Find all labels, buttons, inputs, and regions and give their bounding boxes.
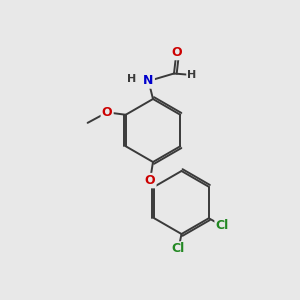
Text: H: H [188, 70, 196, 80]
Text: Cl: Cl [172, 242, 185, 256]
Text: H: H [128, 74, 136, 85]
Text: O: O [102, 106, 112, 119]
Text: O: O [171, 46, 182, 59]
Text: Cl: Cl [216, 219, 229, 232]
Text: N: N [143, 74, 154, 88]
Text: O: O [145, 174, 155, 187]
